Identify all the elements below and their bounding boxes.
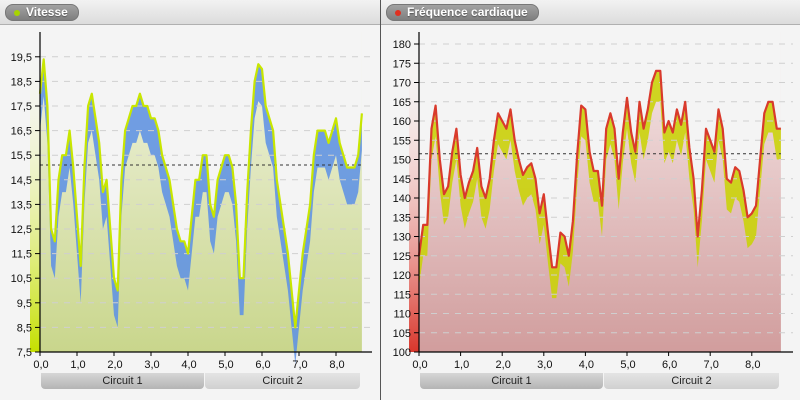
svg-text:125: 125 xyxy=(393,251,411,263)
svg-text:3,0: 3,0 xyxy=(537,359,552,371)
speed-panel: Vitesse 7,5 8,5 9,5 10,5 11,5 12,5 13,5 14,5 15,… xyxy=(0,0,380,400)
svg-text:5,0: 5,0 xyxy=(620,359,635,371)
svg-text:6,0: 6,0 xyxy=(255,359,270,371)
heart-rate-panel: Fréquence cardiaque 100 105 110 115 120 125 13… xyxy=(381,0,800,400)
svg-text:15,5: 15,5 xyxy=(11,150,32,162)
svg-text:16,5: 16,5 xyxy=(11,126,32,138)
svg-text:8,0: 8,0 xyxy=(329,359,344,371)
heart-rate-title-pill[interactable]: Fréquence cardiaque xyxy=(386,4,539,21)
svg-text:5,0: 5,0 xyxy=(218,359,233,371)
svg-text:6,0: 6,0 xyxy=(662,359,677,371)
svg-text:110: 110 xyxy=(393,309,411,321)
svg-text:8,5: 8,5 xyxy=(17,322,32,334)
svg-text:1,0: 1,0 xyxy=(454,359,469,371)
svg-text:3,0: 3,0 xyxy=(144,359,159,371)
speed-header: Vitesse xyxy=(0,0,380,25)
svg-text:145: 145 xyxy=(393,174,411,186)
svg-text:13,5: 13,5 xyxy=(11,199,32,211)
circuit-1-band: Circuit 1 xyxy=(41,373,204,389)
svg-text:7,5: 7,5 xyxy=(17,347,32,359)
speed-title-pill[interactable]: Vitesse xyxy=(5,4,79,21)
circuit-2-band-hr: Circuit 2 xyxy=(604,373,779,389)
svg-text:17,5: 17,5 xyxy=(11,101,32,113)
svg-text:7,0: 7,0 xyxy=(704,359,719,371)
svg-text:14,5: 14,5 xyxy=(11,175,32,187)
heart-rate-legend-dot-icon xyxy=(395,10,401,16)
svg-text:160: 160 xyxy=(393,116,411,128)
circuit-1-label-hr: Circuit 1 xyxy=(491,375,532,387)
speed-legend-dot-icon xyxy=(14,10,20,16)
svg-text:105: 105 xyxy=(393,328,411,340)
svg-text:170: 170 xyxy=(393,78,411,90)
heart-rate-title: Fréquence cardiaque xyxy=(407,5,528,19)
svg-text:1,0: 1,0 xyxy=(70,359,85,371)
svg-text:100: 100 xyxy=(393,347,411,359)
svg-text:4,0: 4,0 xyxy=(181,359,196,371)
svg-text:10,5: 10,5 xyxy=(11,273,32,285)
circuit-2-band: Circuit 2 xyxy=(205,373,360,389)
speed-chart: 7,5 8,5 9,5 10,5 11,5 12,5 13,5 14,5 15,5 16,5 17,… xyxy=(11,32,372,371)
heart-rate-chart: 100 105 110 115 120 125 130 135 140 145 150 155 160 1… xyxy=(393,32,793,371)
speed-title: Vitesse xyxy=(26,5,68,19)
svg-text:180: 180 xyxy=(393,39,411,51)
svg-text:120: 120 xyxy=(393,270,411,282)
svg-text:2,0: 2,0 xyxy=(496,359,511,371)
svg-text:11,5: 11,5 xyxy=(11,249,32,261)
svg-text:175: 175 xyxy=(393,58,411,70)
svg-text:4,0: 4,0 xyxy=(579,359,594,371)
svg-text:9,5: 9,5 xyxy=(17,298,32,310)
svg-text:8,0: 8,0 xyxy=(745,359,760,371)
svg-text:12,5: 12,5 xyxy=(11,224,32,236)
svg-text:0,0: 0,0 xyxy=(412,359,427,371)
svg-text:140: 140 xyxy=(393,193,411,205)
svg-text:115: 115 xyxy=(393,289,411,301)
svg-text:18,5: 18,5 xyxy=(11,76,32,88)
svg-text:155: 155 xyxy=(393,135,411,147)
circuit-1-band-hr: Circuit 1 xyxy=(420,373,603,389)
heart-rate-header: Fréquence cardiaque xyxy=(381,0,800,25)
svg-text:7,0: 7,0 xyxy=(292,359,307,371)
circuit-1-label: Circuit 1 xyxy=(102,375,143,387)
circuit-2-label: Circuit 2 xyxy=(262,375,303,387)
svg-text:2,0: 2,0 xyxy=(107,359,122,371)
svg-text:0,0: 0,0 xyxy=(33,359,48,371)
svg-text:130: 130 xyxy=(393,232,411,244)
svg-text:150: 150 xyxy=(393,155,411,167)
svg-text:19,5: 19,5 xyxy=(11,52,32,64)
svg-text:135: 135 xyxy=(393,212,411,224)
circuit-2-label-hr: Circuit 2 xyxy=(671,375,712,387)
svg-text:165: 165 xyxy=(393,97,411,109)
panel-divider xyxy=(380,0,381,400)
